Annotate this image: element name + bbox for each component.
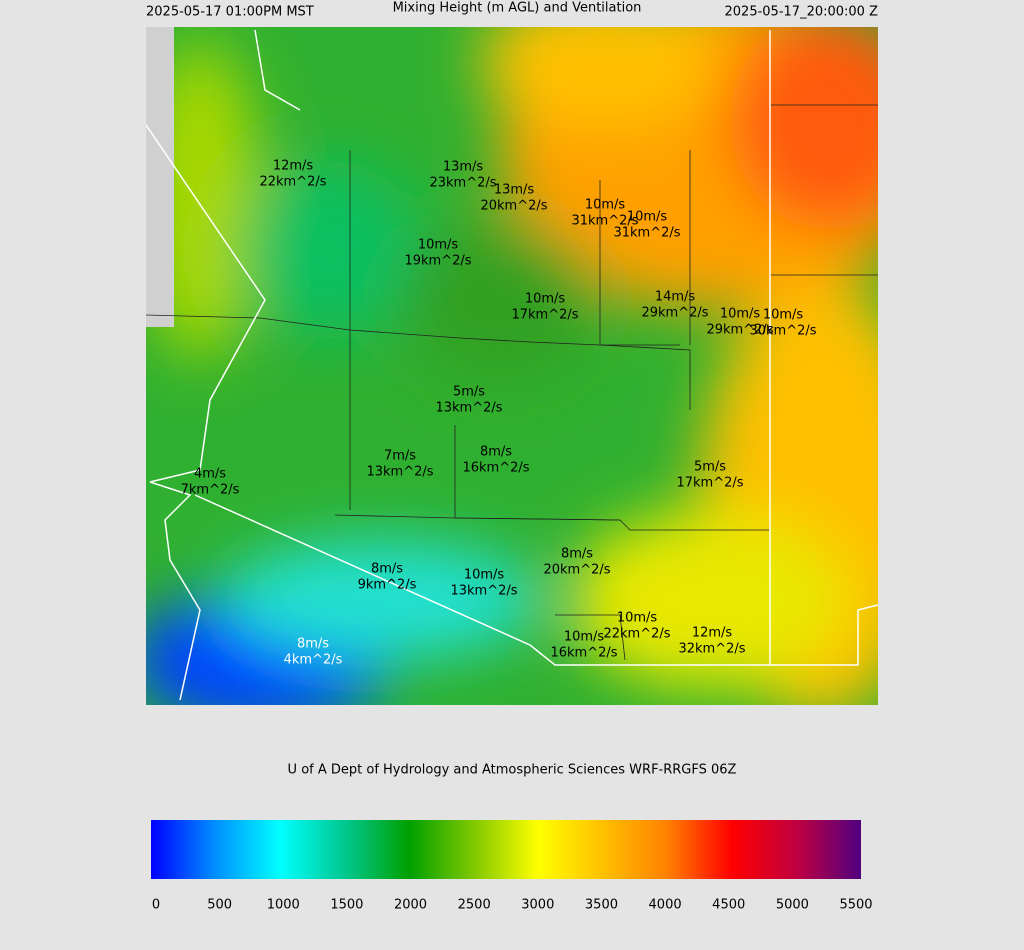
wind-speed-label: 13m/s (494, 183, 535, 198)
colorbar-tick-label: 4000 (649, 898, 682, 913)
credit: U of A Dept of Hydrology and Atmospheric… (288, 763, 737, 778)
wind-speed-label: 10m/s (763, 308, 804, 323)
valid-time-local: 2025-05-17 01:00PM MST (146, 5, 314, 20)
colorbar-tick-label: 4500 (712, 898, 745, 913)
ventilation-label: 22km^2/s (603, 627, 670, 642)
colorbar-tick-label: 5000 (776, 898, 809, 913)
colorbar-tick-label: 5500 (839, 898, 872, 913)
wind-speed-label: 4m/s (194, 467, 226, 482)
wind-speed-label: 8m/s (371, 562, 403, 577)
ventilation-label: 16km^2/s (550, 646, 617, 661)
wind-speed-label: 10m/s (617, 611, 658, 626)
ventilation-label: 31km^2/s (571, 214, 638, 229)
map-title: Mixing Height (m AGL) and Ventilation (393, 1, 642, 16)
wind-speed-label: 8m/s (561, 547, 593, 562)
colorbar-tick-label: 500 (207, 898, 232, 913)
colorbar-tick-label: 3500 (585, 898, 618, 913)
ventilation-label: 13km^2/s (450, 584, 517, 599)
ventilation-label: 23km^2/s (429, 176, 496, 191)
colorbar (151, 820, 861, 879)
ventilation-label: 32km^2/s (678, 642, 745, 657)
ventilation-label: 22km^2/s (259, 175, 326, 190)
wind-speed-label: 13m/s (443, 160, 484, 175)
colorbar-tick-label: 2000 (394, 898, 427, 913)
wind-speed-label: 10m/s (464, 568, 505, 583)
wind-speed-label: 10m/s (627, 210, 668, 225)
valid-time-utc: 2025-05-17_20:00:00 Z (725, 5, 879, 20)
wind-speed-label: 10m/s (720, 307, 761, 322)
ventilation-label: 31km^2/s (613, 226, 680, 241)
ventilation-label: 29km^2/s (641, 306, 708, 321)
ventilation-label: 16km^2/s (462, 461, 529, 476)
wind-speed-label: 8m/s (297, 637, 329, 652)
colorbar-tick-label: 1000 (267, 898, 300, 913)
wind-speed-label: 5m/s (694, 460, 726, 475)
wind-speed-label: 8m/s (480, 445, 512, 460)
wind-speed-label: 14m/s (655, 290, 696, 305)
ventilation-label: 19km^2/s (404, 254, 471, 269)
wind-speed-label: 7m/s (384, 449, 416, 464)
ventilation-label: 30km^2/s (749, 324, 816, 339)
ventilation-label: 17km^2/s (676, 476, 743, 491)
colorbar-tick-label: 0 (152, 898, 160, 913)
ventilation-label: 4km^2/s (284, 653, 343, 668)
map (146, 27, 878, 705)
colorbar-tick-label: 1500 (330, 898, 363, 913)
colorbar-tick-label: 2500 (458, 898, 491, 913)
ventilation-label: 29km^2/s (706, 323, 773, 338)
ventilation-label: 17km^2/s (511, 308, 578, 323)
ventilation-label: 13km^2/s (366, 465, 433, 480)
wind-speed-label: 12m/s (273, 159, 314, 174)
ventilation-label: 13km^2/s (435, 401, 502, 416)
colorbar-tick-label: 3000 (521, 898, 554, 913)
ventilation-label: 20km^2/s (480, 199, 547, 214)
ventilation-label: 9km^2/s (358, 578, 417, 593)
wind-speed-label: 10m/s (564, 630, 605, 645)
wind-speed-label: 10m/s (525, 292, 566, 307)
ventilation-label: 7km^2/s (181, 483, 240, 498)
wind-speed-label: 10m/s (585, 198, 626, 213)
wind-speed-label: 10m/s (418, 238, 459, 253)
ventilation-label: 20km^2/s (543, 563, 610, 578)
wind-speed-label: 12m/s (692, 626, 733, 641)
wind-speed-label: 5m/s (453, 385, 485, 400)
